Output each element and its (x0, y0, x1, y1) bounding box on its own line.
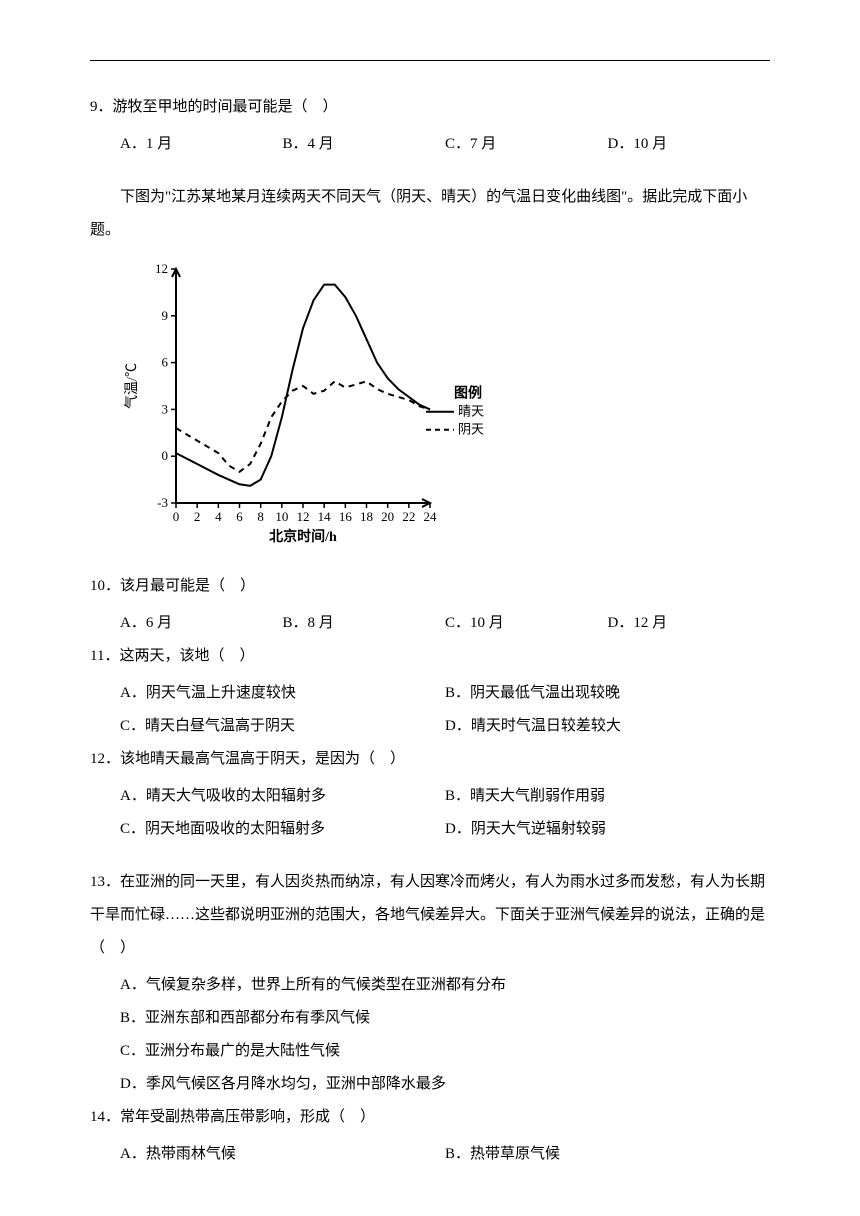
q14-opt-a: A．热带雨林气候 (120, 1138, 445, 1171)
svg-text:图例: 图例 (454, 385, 482, 402)
svg-text:16: 16 (339, 509, 353, 524)
q12-opt-a: A．晴天大气吸收的太阳辐射多 (120, 780, 445, 813)
svg-text:0: 0 (173, 509, 180, 524)
svg-text:-3: -3 (157, 495, 168, 510)
q10-opt-c: C．10 月 (445, 607, 608, 640)
svg-text:12: 12 (155, 261, 168, 276)
q10-opt-a: A．6 月 (120, 607, 283, 640)
q10-opt-d: D．12 月 (608, 607, 771, 640)
q13-options: A．气候复杂多样，世界上所有的气候类型在亚洲都有分布 B．亚洲东部和西部都分布有… (90, 969, 770, 1101)
q10-stem: 10．该月最可能是（ ） (90, 570, 770, 603)
q13-opt-a: A．气候复杂多样，世界上所有的气候类型在亚洲都有分布 (90, 969, 770, 1002)
svg-text:8: 8 (257, 509, 264, 524)
q12-opt-c: C．阴天地面吸收的太阳辐射多 (120, 813, 445, 846)
svg-text:6: 6 (236, 509, 243, 524)
q14-opt-b: B．热带草原气候 (445, 1138, 770, 1171)
spacer (90, 846, 770, 866)
q12-opt-b: B．晴天大气削弱作用弱 (445, 780, 770, 813)
top-rule (90, 60, 770, 61)
svg-text:4: 4 (215, 509, 222, 524)
q13-opt-d: D．季风气候区各月降水均匀，亚洲中部降水最多 (90, 1068, 770, 1101)
q10-intro: 下图为"江苏某地某月连续两天不同天气（阴天、晴天）的气温日变化曲线图"。据此完成… (90, 181, 770, 247)
q11-opt-a: A．阴天气温上升速度较快 (120, 677, 445, 710)
q11-opt-b: B．阴天最低气温出现较晚 (445, 677, 770, 710)
svg-text:14: 14 (318, 509, 332, 524)
q13-stem: 13．在亚洲的同一天里，有人因炎热而纳凉，有人因寒冷而烤火，有人为雨水过多而发愁… (90, 866, 770, 965)
q9-options: A．1 月 B．4 月 C．7 月 D．10 月 (90, 128, 770, 161)
q9-opt-b: B．4 月 (283, 128, 446, 161)
q11-options-1: A．阴天气温上升速度较快 B．阴天最低气温出现较晚 (90, 677, 770, 710)
q11-stem: 11．这两天，该地（ ） (90, 640, 770, 673)
svg-text:6: 6 (162, 355, 169, 370)
spacer (90, 161, 770, 181)
q12-stem: 12．该地晴天最高气温高于阴天，是因为（ ） (90, 743, 770, 776)
svg-text:阴天: 阴天 (458, 422, 484, 437)
q9-opt-a: A．1 月 (120, 128, 283, 161)
svg-text:18: 18 (360, 509, 373, 524)
svg-text:20: 20 (381, 509, 394, 524)
page: 9．游牧至甲地的时间最可能是（ ） A．1 月 B．4 月 C．7 月 D．10… (0, 0, 860, 1211)
q14-options: A．热带雨林气候 B．热带草原气候 (90, 1138, 770, 1171)
q11-opt-d: D．晴天时气温日较差较大 (445, 710, 770, 743)
q12-options-1: A．晴天大气吸收的太阳辐射多 B．晴天大气削弱作用弱 (90, 780, 770, 813)
temperature-chart: -3036912024681012141618202224北京时间/h气温/℃图… (120, 257, 770, 560)
q13-opt-c: C．亚洲分布最广的是大陆性气候 (90, 1035, 770, 1068)
q10-options: A．6 月 B．8 月 C．10 月 D．12 月 (90, 607, 770, 640)
chart-svg: -3036912024681012141618202224北京时间/h气温/℃图… (120, 257, 500, 547)
svg-text:晴天: 晴天 (458, 404, 484, 419)
svg-text:气温/℃: 气温/℃ (124, 363, 140, 409)
q9-stem: 9．游牧至甲地的时间最可能是（ ） (90, 91, 770, 124)
q9-opt-d: D．10 月 (608, 128, 771, 161)
svg-text:3: 3 (162, 401, 169, 416)
q11-opt-c: C．晴天白昼气温高于阴天 (120, 710, 445, 743)
q11-options-2: C．晴天白昼气温高于阴天 D．晴天时气温日较差较大 (90, 710, 770, 743)
svg-text:22: 22 (402, 509, 415, 524)
q14-stem: 14．常年受副热带高压带影响，形成（ ） (90, 1101, 770, 1134)
svg-text:24: 24 (424, 509, 438, 524)
svg-text:2: 2 (194, 509, 201, 524)
q12-opt-d: D．阴天大气逆辐射较弱 (445, 813, 770, 846)
svg-text:12: 12 (297, 509, 310, 524)
q13-opt-b: B．亚洲东部和西部都分布有季风气候 (90, 1002, 770, 1035)
svg-text:0: 0 (162, 448, 169, 463)
q12-options-2: C．阴天地面吸收的太阳辐射多 D．阴天大气逆辐射较弱 (90, 813, 770, 846)
svg-text:9: 9 (162, 308, 169, 323)
q9-opt-c: C．7 月 (445, 128, 608, 161)
svg-text:10: 10 (275, 509, 288, 524)
svg-text:北京时间/h: 北京时间/h (269, 528, 337, 545)
q10-opt-b: B．8 月 (283, 607, 446, 640)
